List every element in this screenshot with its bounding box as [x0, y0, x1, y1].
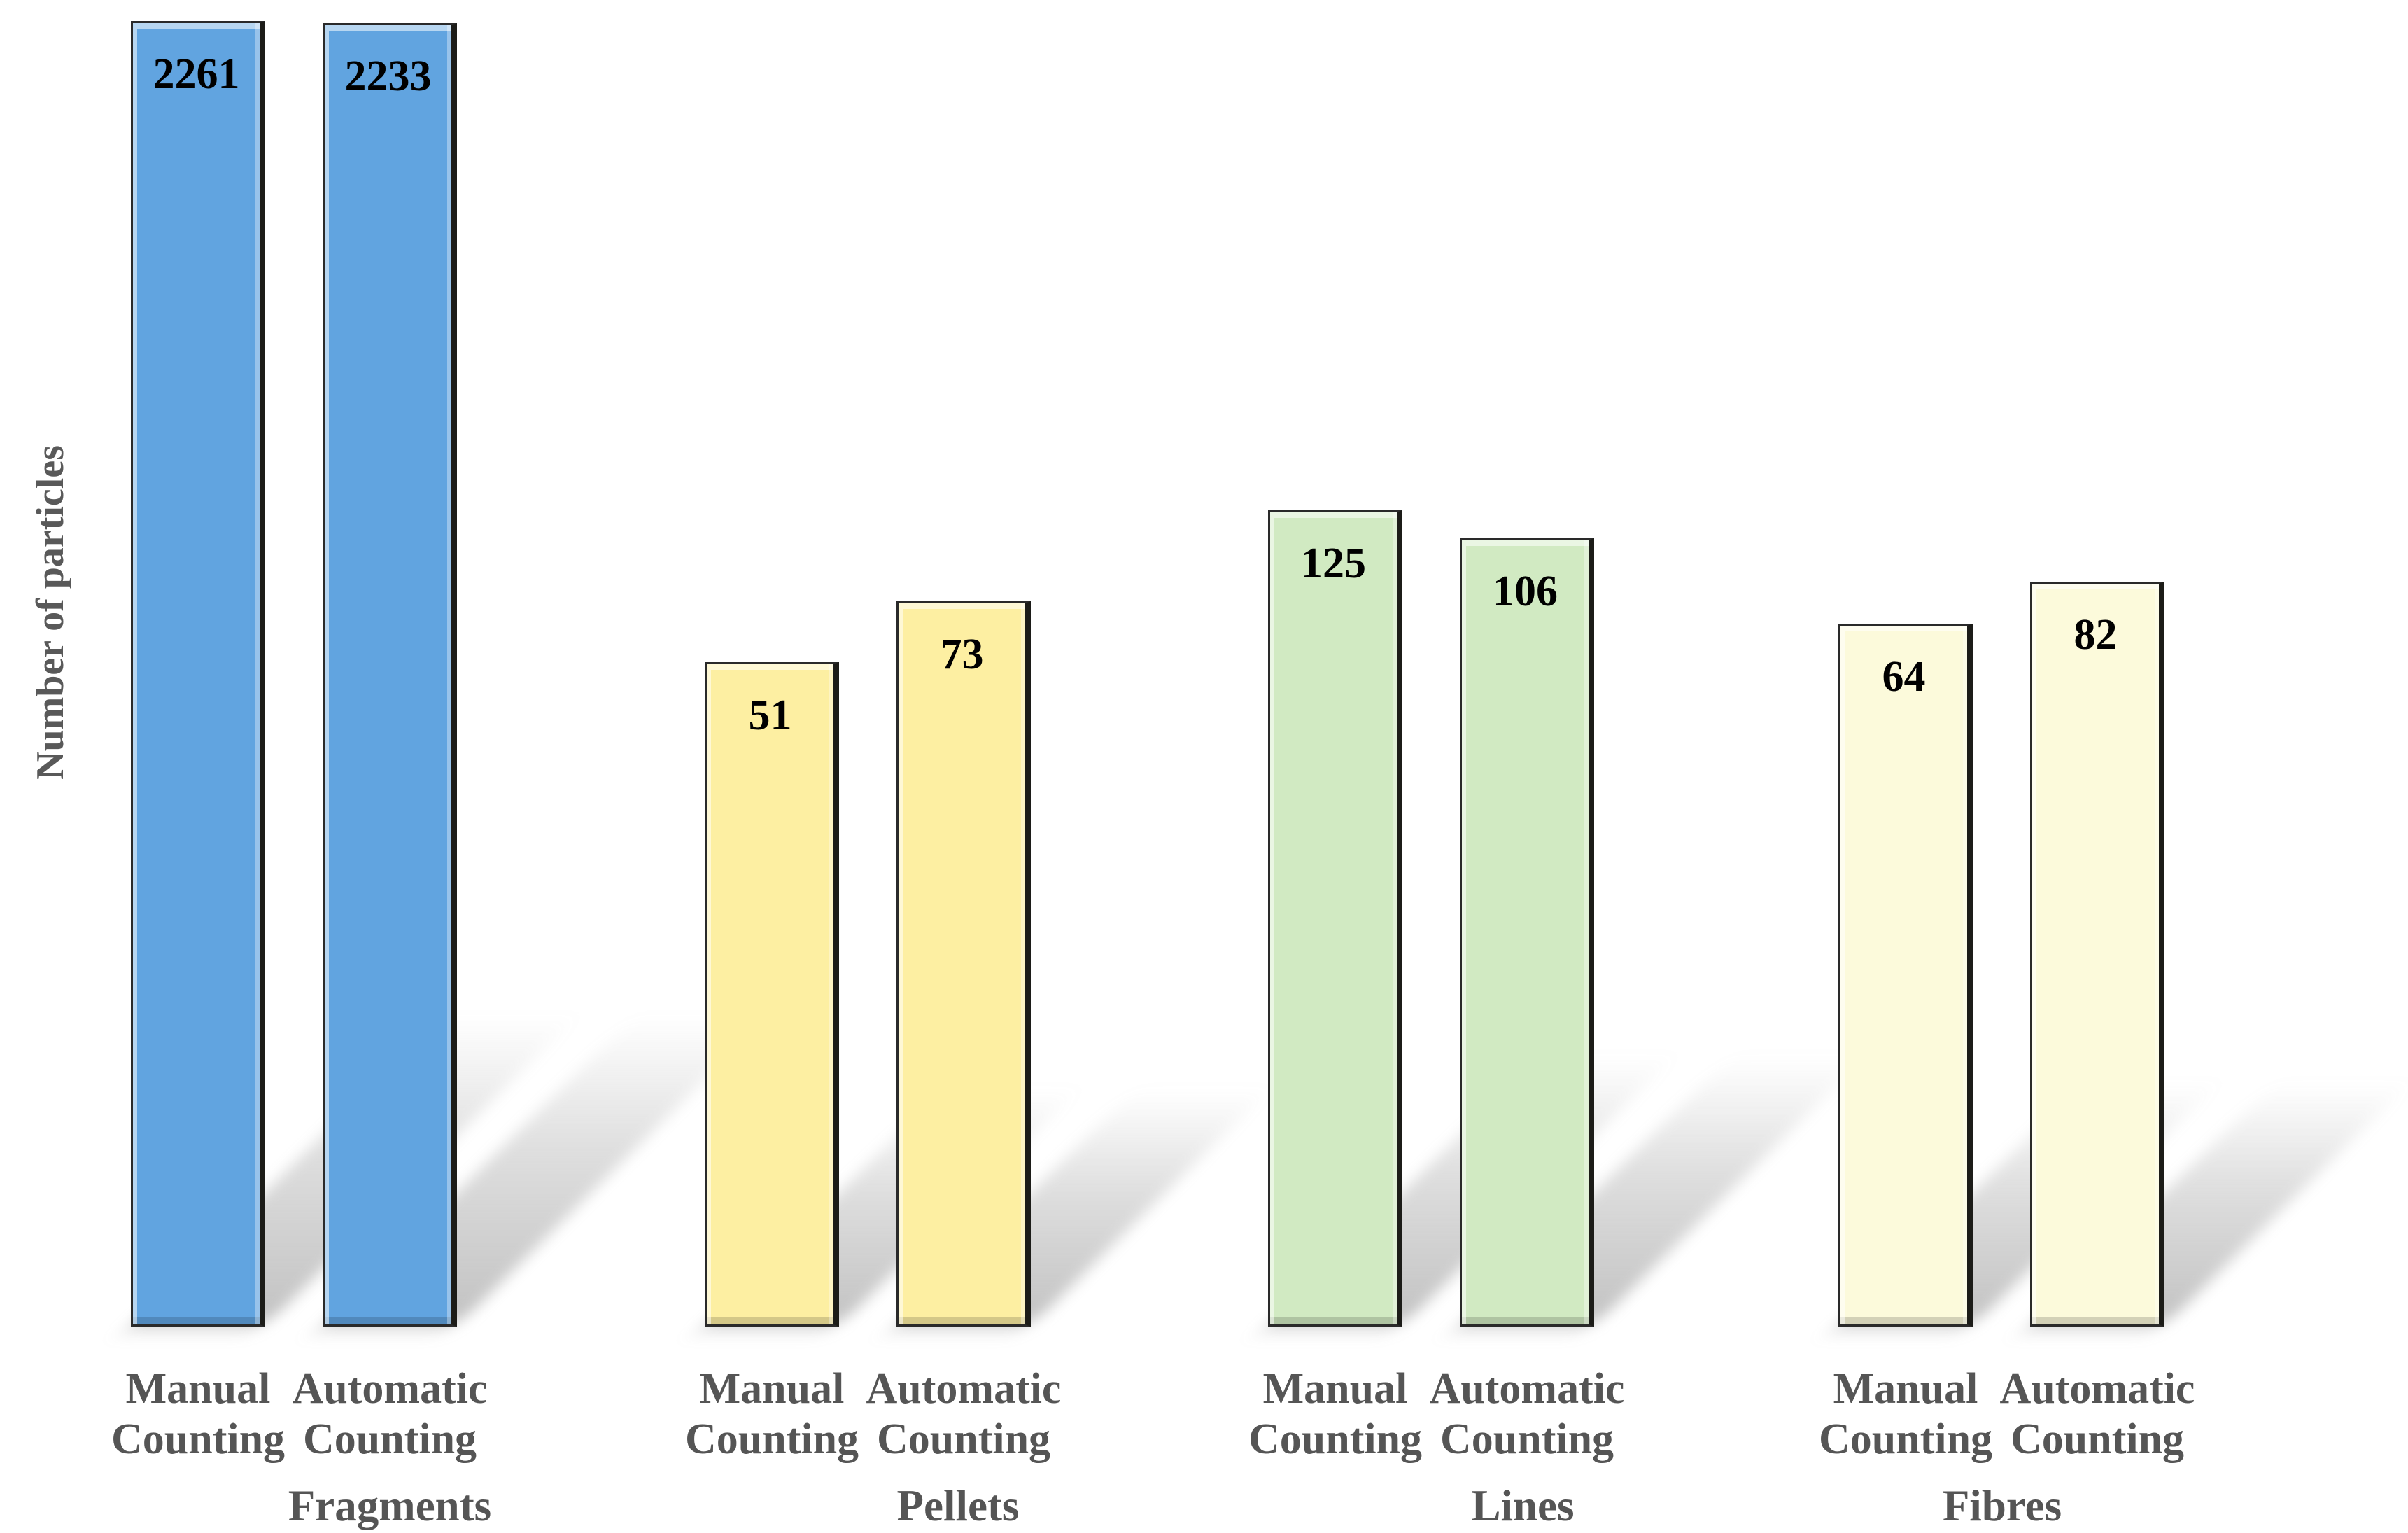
- category-tick-line: Automatic: [1999, 1365, 2195, 1413]
- category-tick-line: Counting: [111, 1415, 286, 1463]
- category-tick-line: Counting: [1248, 1415, 1423, 1463]
- category-tick-line: Automatic: [292, 1365, 488, 1413]
- bar-fragments-manual: 2261: [131, 21, 265, 1326]
- bar-fragments-automatic: 2233: [323, 23, 457, 1326]
- category-tick-line: Automatic: [1429, 1365, 1625, 1413]
- group-label-fragments: Fragments: [288, 1481, 492, 1530]
- category-tick-line: Counting: [2010, 1415, 2185, 1463]
- category-tick-label: Automatic Counting: [1971, 1364, 2223, 1464]
- category-tick-label: Automatic Counting: [264, 1364, 516, 1464]
- bar-lines-automatic: 106: [1460, 538, 1594, 1326]
- category-tick-label: Manual Counting: [1209, 1364, 1461, 1464]
- category-tick-line: Counting: [302, 1415, 477, 1463]
- bar-value-label: 73: [940, 631, 984, 678]
- bar-value-label: 2233: [344, 52, 432, 100]
- bar-lines-manual: 125: [1268, 510, 1402, 1326]
- group-label-lines: Lines: [1471, 1481, 1575, 1530]
- bar-value-label: 51: [748, 692, 792, 739]
- category-tick-line: Automatic: [866, 1365, 1062, 1413]
- category-tick-line: Manual: [1262, 1365, 1408, 1413]
- bar-pellets-manual: 51: [705, 662, 839, 1326]
- bar-value-label: 82: [2073, 611, 2118, 659]
- category-tick-label: Manual Counting: [72, 1364, 324, 1464]
- category-tick-line: Manual: [125, 1365, 271, 1413]
- category-tick-label: Manual Counting: [1780, 1364, 2032, 1464]
- group-label-pellets: Pellets: [896, 1481, 1020, 1530]
- category-tick-line: Counting: [1439, 1415, 1614, 1463]
- category-tick-line: Counting: [876, 1415, 1051, 1463]
- category-tick-label: Automatic Counting: [838, 1364, 1090, 1464]
- category-tick-line: Counting: [684, 1415, 859, 1463]
- bar-value-label: 64: [1882, 653, 1926, 701]
- category-tick-label: Manual Counting: [646, 1364, 898, 1464]
- bar-pellets-automatic: 73: [896, 601, 1031, 1326]
- bar-value-label: 106: [1493, 568, 1558, 615]
- bar-fibres-manual: 64: [1838, 624, 1973, 1326]
- bar-fibres-automatic: 82: [2030, 582, 2164, 1326]
- bar-value-label: 125: [1301, 540, 1366, 587]
- bar-value-label: 2261: [153, 50, 240, 98]
- category-tick-line: Counting: [1818, 1415, 1993, 1463]
- group-label-fibres: Fibres: [1942, 1481, 2062, 1530]
- category-tick-line: Manual: [699, 1365, 845, 1413]
- category-tick-label: Automatic Counting: [1401, 1364, 1653, 1464]
- category-tick-line: Manual: [1833, 1365, 1978, 1413]
